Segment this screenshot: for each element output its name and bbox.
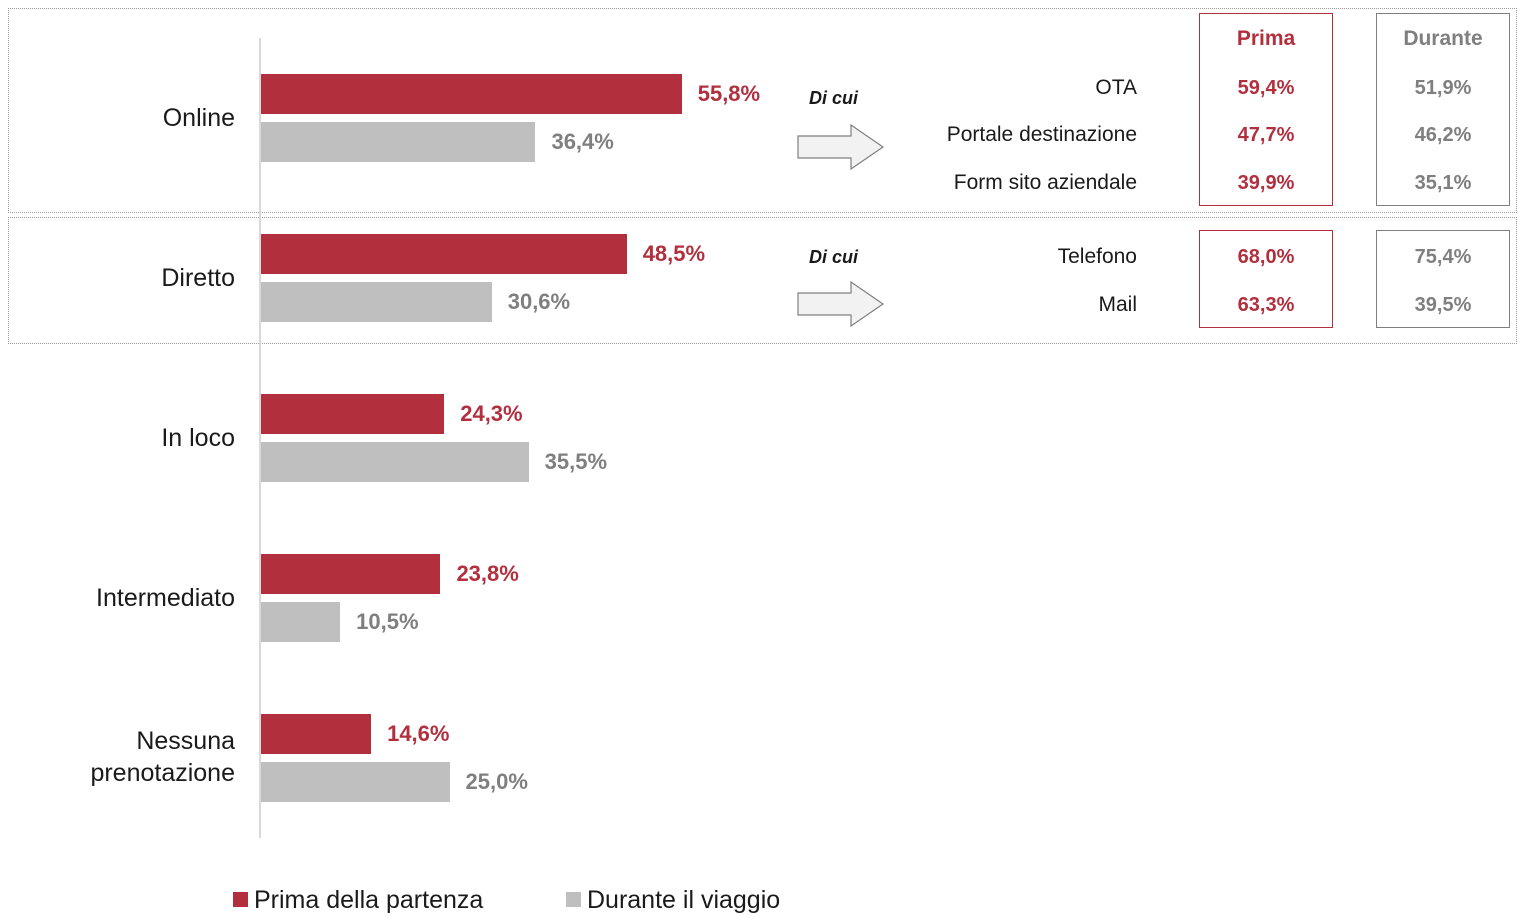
value-label-durante-intermediato: 10,5% (356, 609, 419, 634)
value-label-prima-intermediato: 23,8% (456, 561, 519, 586)
bar-prima-in-loco (261, 394, 445, 434)
breakdown-label-ota: OTA (1095, 76, 1137, 99)
legend-prima-label: Prima della partenza (254, 886, 484, 914)
durante-column-box-online (1376, 13, 1510, 206)
breakdown-prima-form-sito-aziendale: 39,9% (1237, 172, 1295, 194)
arrow-icon-online (797, 123, 885, 175)
bar-durante-nessuna-prenotazione (261, 762, 450, 802)
value-label-durante-online: 36,4% (551, 129, 614, 154)
value-label-durante-in-loco: 35,5% (544, 449, 608, 474)
value-label-durante-nessuna-prenotazione: 25,0% (465, 769, 528, 794)
breakdown-durante-telefono: 75,4% (1414, 246, 1472, 268)
breakdown-prima-telefono: 68,0% (1237, 246, 1295, 268)
breakdown-prima-portale-destinazione: 47,7% (1237, 124, 1295, 146)
legend-durante-swatch (566, 892, 581, 907)
breakdown-durante-form-sito-aziendale: 35,1% (1414, 172, 1472, 194)
category-label-intermediato: Intermediato (96, 584, 235, 612)
bar-durante-diretto (261, 282, 492, 322)
breakdown-prima-ota: 59,4% (1237, 77, 1295, 99)
value-label-prima-diretto: 48,5% (642, 241, 706, 266)
prima-column-box-diretto (1199, 230, 1333, 328)
breakdown-label-telefono: Telefono (1057, 245, 1137, 268)
bar-durante-online (261, 122, 536, 162)
category-label-diretto: Diretto (161, 264, 235, 292)
breakdown-durante-ota: 51,9% (1414, 77, 1472, 99)
arrow-icon-diretto (797, 280, 885, 332)
prima-column-box-online (1199, 13, 1333, 206)
category-label-nessuna-prenotazione: Nessuna prenotazione (90, 727, 235, 787)
value-label-durante-diretto: 30,6% (507, 289, 571, 314)
legend-durante-label: Durante il viaggio (587, 886, 781, 914)
legend-prima-swatch (233, 892, 248, 907)
bar-durante-in-loco (261, 442, 529, 482)
legend-prima: Prima della partenza (233, 884, 483, 916)
breakdown-prima-mail: 63,3% (1237, 294, 1295, 316)
bar-prima-intermediato (261, 554, 441, 594)
category-label-online: Online (162, 104, 235, 132)
header-prima: Prima (1236, 27, 1296, 50)
breakdown-label-form-sito-aziendale: Form sito aziendale (953, 171, 1137, 194)
breakdown-label-mail: Mail (1098, 293, 1137, 316)
di-cui-label-diretto: Di cui (809, 247, 859, 267)
bar-prima-online (261, 74, 682, 114)
breakdown-durante-portale-destinazione: 46,2% (1414, 124, 1472, 146)
breakdown-label-portale-destinazione: Portale destinazione (946, 123, 1137, 146)
di-cui-label-online: Di cui (809, 88, 859, 108)
category-axis-line (259, 38, 261, 838)
value-label-prima-nessuna-prenotazione: 14,6% (387, 721, 450, 746)
value-label-prima-online: 55,8% (697, 81, 761, 106)
bar-prima-nessuna-prenotazione (261, 714, 372, 754)
durante-column-box-diretto (1376, 230, 1510, 328)
legend-durante: Durante il viaggio (566, 884, 780, 916)
value-label-prima-in-loco: 24,3% (460, 401, 523, 426)
category-label-in-loco: In loco (161, 424, 235, 452)
bar-durante-intermediato (261, 602, 341, 642)
header-durante: Durante (1403, 27, 1483, 50)
bar-prima-diretto (261, 234, 627, 274)
breakdown-durante-mail: 39,5% (1414, 294, 1472, 316)
